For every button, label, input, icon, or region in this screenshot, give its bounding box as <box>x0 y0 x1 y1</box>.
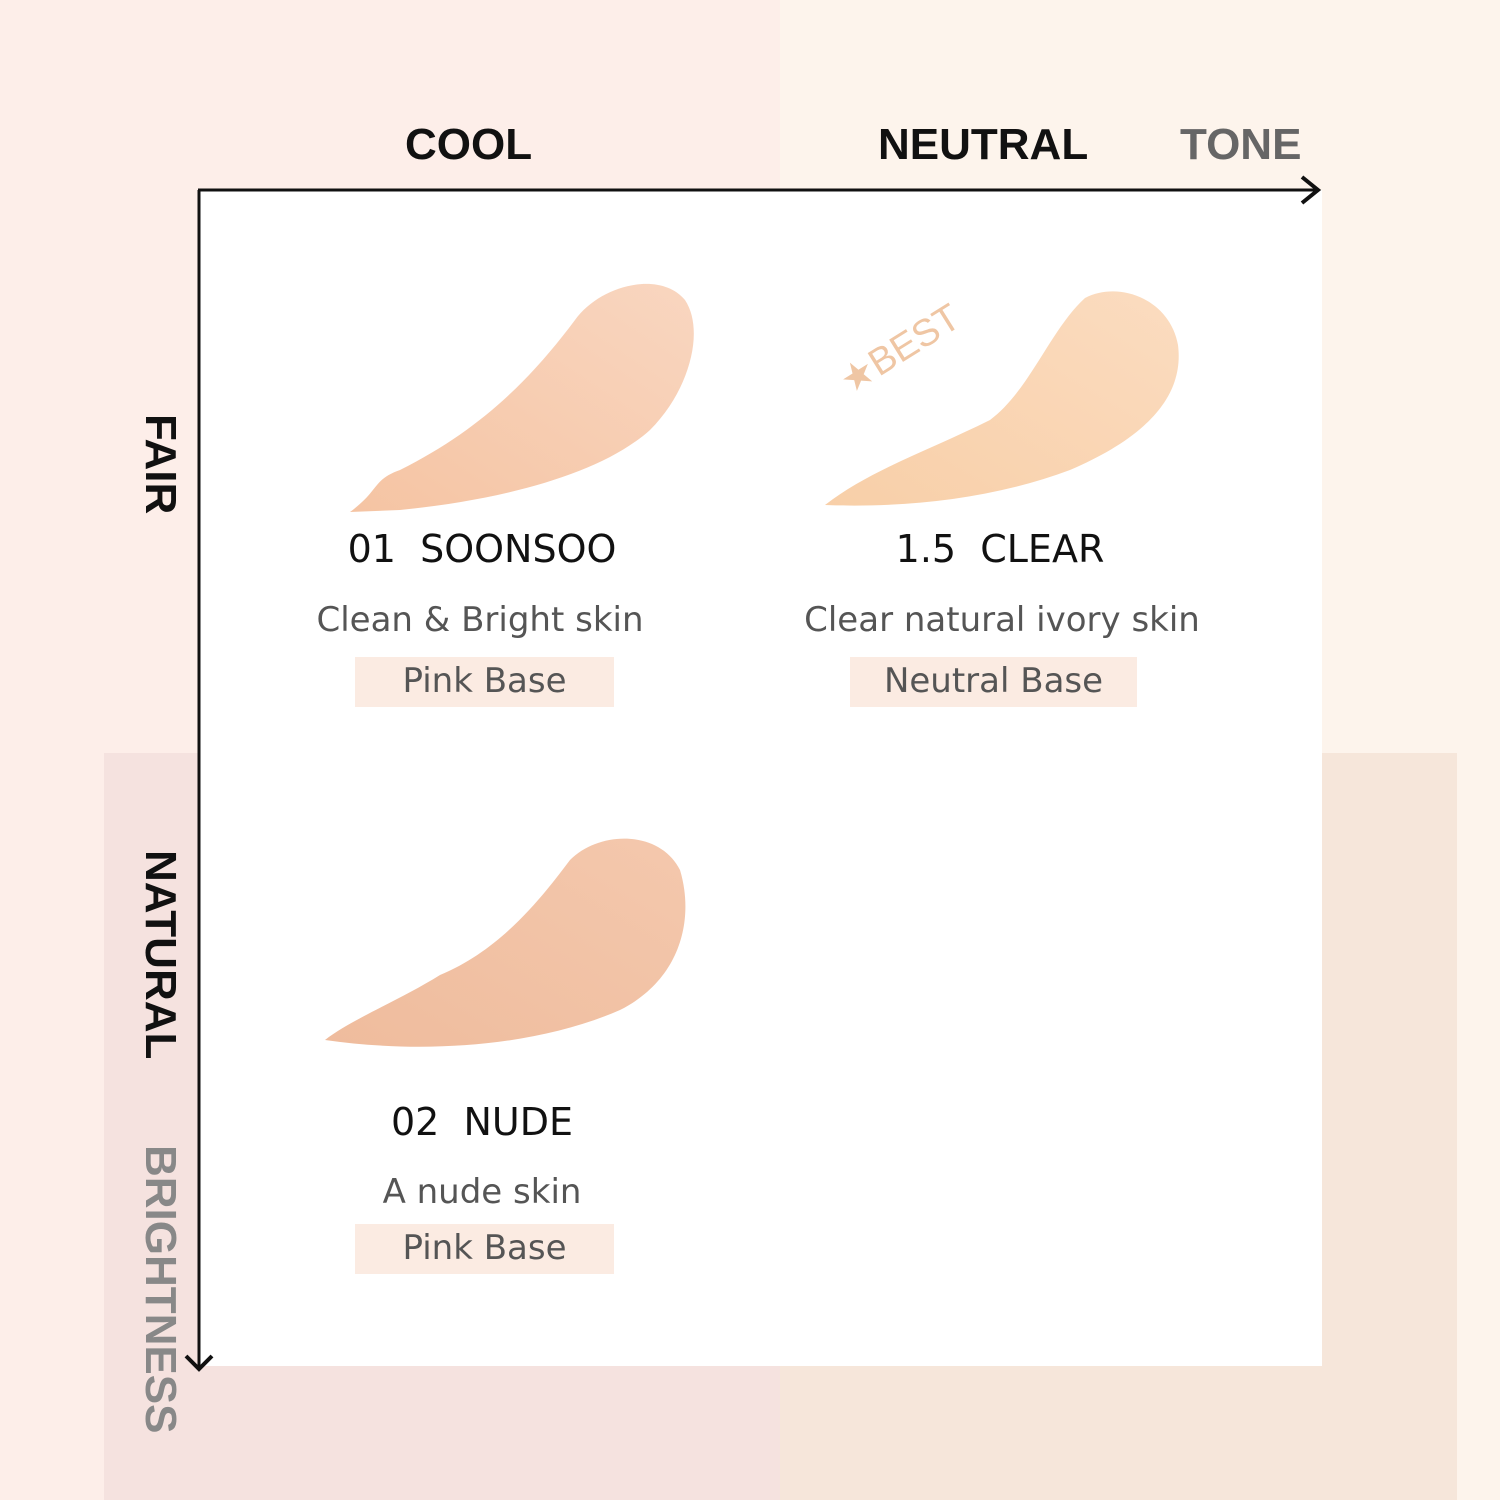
axis-label-cool: COOL <box>405 120 533 169</box>
y-axis-arrowhead-icon <box>184 1354 214 1372</box>
swatch-02-nude <box>325 838 686 1047</box>
base-tag-01: Pink Base <box>355 657 614 707</box>
shade-desc-1-5: Clear natural ivory skin <box>804 600 1200 640</box>
shade-name-1-5: 1.5 CLEAR <box>895 527 1105 571</box>
shade-desc-01: Clean & Bright skin <box>316 600 644 640</box>
swatch-01-soonsoo <box>350 283 694 512</box>
base-tag-02: Pink Base <box>355 1224 614 1274</box>
shade-name-02: 02 NUDE <box>390 1100 574 1144</box>
base-tag-1-5: Neutral Base <box>850 657 1137 707</box>
shade-name-01: 01 SOONSOO <box>347 527 617 571</box>
axis-label-neutral: NEUTRAL <box>878 120 1089 169</box>
swatch-1-5-clear <box>825 291 1179 506</box>
x-axis-arrowhead-icon <box>1300 175 1322 205</box>
axis-title-tone: TONE <box>1180 120 1302 169</box>
shade-desc-02: A nude skin <box>382 1172 582 1212</box>
best-badge: ★BEST <box>833 296 968 402</box>
